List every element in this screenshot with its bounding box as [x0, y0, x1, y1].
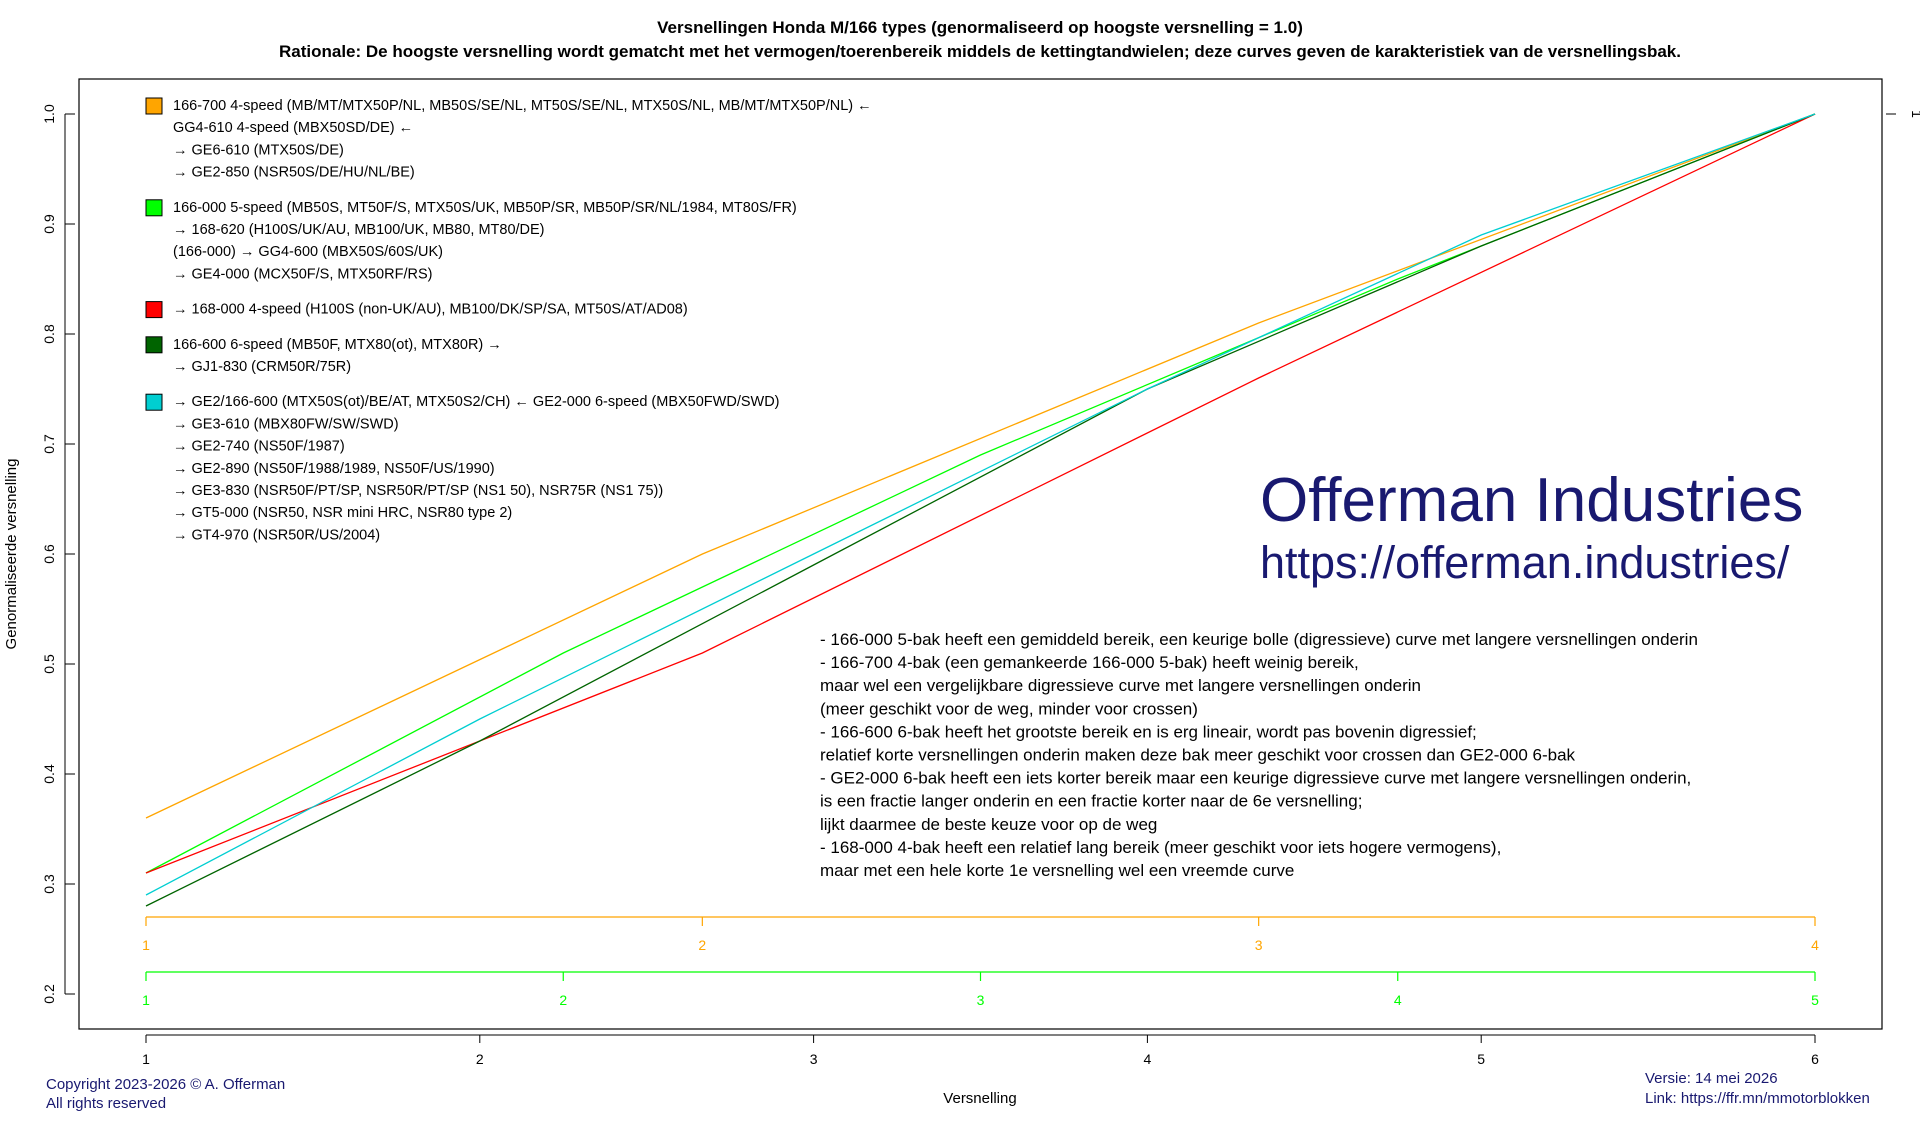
x-axis-label: Versnelling: [943, 1090, 1016, 1107]
note-line: lijkt daarmee de beste keuze voor op de …: [820, 815, 1157, 834]
legend-text: → GE6-610 (MTX50S/DE): [173, 142, 344, 158]
legend-text: 166-000 5-speed (MB50S, MT50F/S, MTX50S/…: [173, 200, 797, 216]
series-lines: [145, 113, 1816, 907]
gear-scale-label: 3: [977, 992, 985, 1008]
x-tick-label: 1: [142, 1051, 150, 1067]
legend-text: GG4-610 4-speed (MBX50SD/DE) ←: [173, 120, 413, 136]
footer-copyright: Copyright 2023-2026 © A. Offerman: [46, 1076, 285, 1093]
note-line: - 168-000 4-bak heeft een relatief lang …: [820, 838, 1501, 857]
y-tick-label: 0.8: [41, 324, 57, 344]
legend-text: → GE4-000 (MCX50F/S, MTX50RF/RS): [173, 266, 432, 282]
gear-scale: 1 2 3 4: [142, 916, 1819, 953]
footer-rights: All rights reserved: [46, 1095, 166, 1112]
right-axis: 1: [1886, 110, 1920, 118]
gear-scale-label: 1: [142, 937, 150, 953]
x-axis: 1 2 3 4 5 6: [142, 1034, 1819, 1067]
note-line: maar met een hele korte 1e versnelling w…: [820, 861, 1294, 880]
gear-scale-label: 2: [559, 992, 567, 1008]
legend-text: 166-700 4-speed (MB/MT/MTX50P/NL, MB50S/…: [173, 98, 872, 114]
y-axis: 0.2 0.3 0.4 0.5 0.6 0.7 0.8 0.9 1.0: [41, 104, 75, 1004]
note-line: is een fractie langer onderin en een fra…: [820, 792, 1362, 811]
series-line: [145, 113, 1816, 819]
legend-text: → GE2-850 (NSR50S/DE/HU/NL/BE): [173, 165, 415, 181]
y-tick-label: 1.0: [41, 104, 57, 124]
legend-text: → GE3-610 (MBX80FW/SW/SWD): [173, 416, 399, 432]
legend-text: → GE3-830 (NSR50F/PT/SP, NSR50R/PT/SP (N…: [173, 483, 663, 499]
legend-entry: 166-600 6-speed (MB50F, MTX80(ot), MTX80…: [145, 336, 502, 375]
notes-block: - 166-000 5-bak heeft een gemiddeld bere…: [820, 630, 1698, 880]
y-tick-label: 0.2: [41, 984, 57, 1004]
legend-text: → GT5-000 (NSR50, NSR mini HRC, NSR80 ty…: [173, 505, 512, 521]
watermark-title: Offerman Industries: [1260, 466, 1803, 535]
watermark-url: https://offerman.industries/: [1260, 537, 1790, 588]
footer-version: Versie: 14 mei 2026: [1645, 1070, 1778, 1087]
legend: 166-700 4-speed (MB/MT/MTX50P/NL, MB50S/…: [145, 97, 872, 543]
series-line: [145, 113, 1816, 907]
note-line: - 166-600 6-bak heeft het grootste berei…: [820, 722, 1477, 741]
y-axis-label: Genormaliseerde versnelling: [3, 459, 20, 650]
note-line: (meer geschikt voor de weg, minder voor …: [820, 699, 1198, 718]
gear-scale-label: 1: [142, 992, 150, 1008]
legend-swatch: [145, 199, 163, 217]
legend-entry: → 168-000 4-speed (H100S (non-UK/AU), MB…: [145, 301, 688, 319]
note-line: relatief korte versnellingen onderin mak…: [820, 746, 1576, 765]
legend-text: → GT4-970 (NSR50R/US/2004): [173, 527, 380, 543]
legend-text: 166-600 6-speed (MB50F, MTX80(ot), MTX80…: [173, 337, 502, 353]
x-tick-label: 3: [810, 1051, 818, 1067]
legend-entry: 166-000 5-speed (MB50S, MT50F/S, MTX50S/…: [145, 199, 797, 282]
legend-swatch: [145, 97, 163, 115]
gear-scale-label: 4: [1811, 937, 1819, 953]
legend-swatch: [145, 393, 163, 411]
legend-entry: 166-700 4-speed (MB/MT/MTX50P/NL, MB50S/…: [145, 97, 872, 181]
watermark: Offerman Industries https://offerman.ind…: [1260, 466, 1803, 588]
note-line: - GE2-000 6-bak heeft een iets korter be…: [820, 769, 1691, 788]
right-axis-tick-label: 1: [1909, 110, 1920, 118]
legend-swatch: [145, 301, 163, 319]
gear-scale: 1 2 3 4 5: [142, 971, 1819, 1008]
series-line: [145, 113, 1816, 896]
note-line: - 166-700 4-bak (een gemankeerde 166-000…: [820, 653, 1359, 672]
x-tick-label: 4: [1144, 1051, 1152, 1067]
gear-scale-label: 3: [1255, 937, 1263, 953]
x-tick-label: 2: [476, 1051, 484, 1067]
y-tick-label: 0.7: [41, 434, 57, 454]
gear-scale-label: 5: [1811, 992, 1819, 1008]
gear-scale-label: 2: [698, 937, 706, 953]
plot-frame: [78, 78, 1883, 1030]
y-tick-label: 0.9: [41, 214, 57, 234]
legend-text: (166-000) → GG4-600 (MBX50S/60S/UK): [173, 244, 443, 260]
legend-text: → GJ1-830 (CRM50R/75R): [173, 359, 351, 375]
y-tick-label: 0.6: [41, 544, 57, 564]
gear-scale-label: 4: [1394, 992, 1402, 1008]
legend-text: → 168-620 (H100S/UK/AU, MB100/UK, MB80, …: [173, 222, 545, 238]
footer-link: Link: https://ffr.mn/mmotorblokken: [1645, 1090, 1870, 1107]
footer: Copyright 2023-2026 © A. Offerman All ri…: [46, 1070, 1870, 1112]
x-tick-label: 5: [1477, 1051, 1485, 1067]
legend-text: → GE2-890 (NS50F/1988/1989, NS50F/US/199…: [173, 461, 495, 477]
y-tick-label: 0.3: [41, 874, 57, 894]
series-line: [145, 113, 1816, 874]
x-tick-label: 6: [1811, 1051, 1819, 1067]
legend-text: → GE2-740 (NS50F/1987): [173, 439, 345, 455]
note-line: - 166-000 5-bak heeft een gemiddeld bere…: [820, 630, 1698, 649]
note-line: maar wel een vergelijkbare digressieve c…: [820, 676, 1421, 695]
legend-text: → 168-000 4-speed (H100S (non-UK/AU), MB…: [173, 302, 688, 318]
legend-entry: → GE2/166-600 (MTX50S(ot)/BE/AT, MTX50S2…: [145, 393, 780, 543]
y-tick-label: 0.5: [41, 654, 57, 674]
chart-title: Versnellingen Honda M/166 types (genorma…: [657, 18, 1303, 37]
legend-text: → GE2/166-600 (MTX50S(ot)/BE/AT, MTX50S2…: [173, 394, 780, 410]
gear-scales: 1 2 3 4 1 2 3 4 5: [142, 916, 1819, 1008]
legend-swatch: [145, 336, 163, 354]
chart-subtitle: Rationale: De hoogste versnelling wordt …: [279, 42, 1681, 61]
y-tick-label: 0.4: [41, 764, 57, 784]
